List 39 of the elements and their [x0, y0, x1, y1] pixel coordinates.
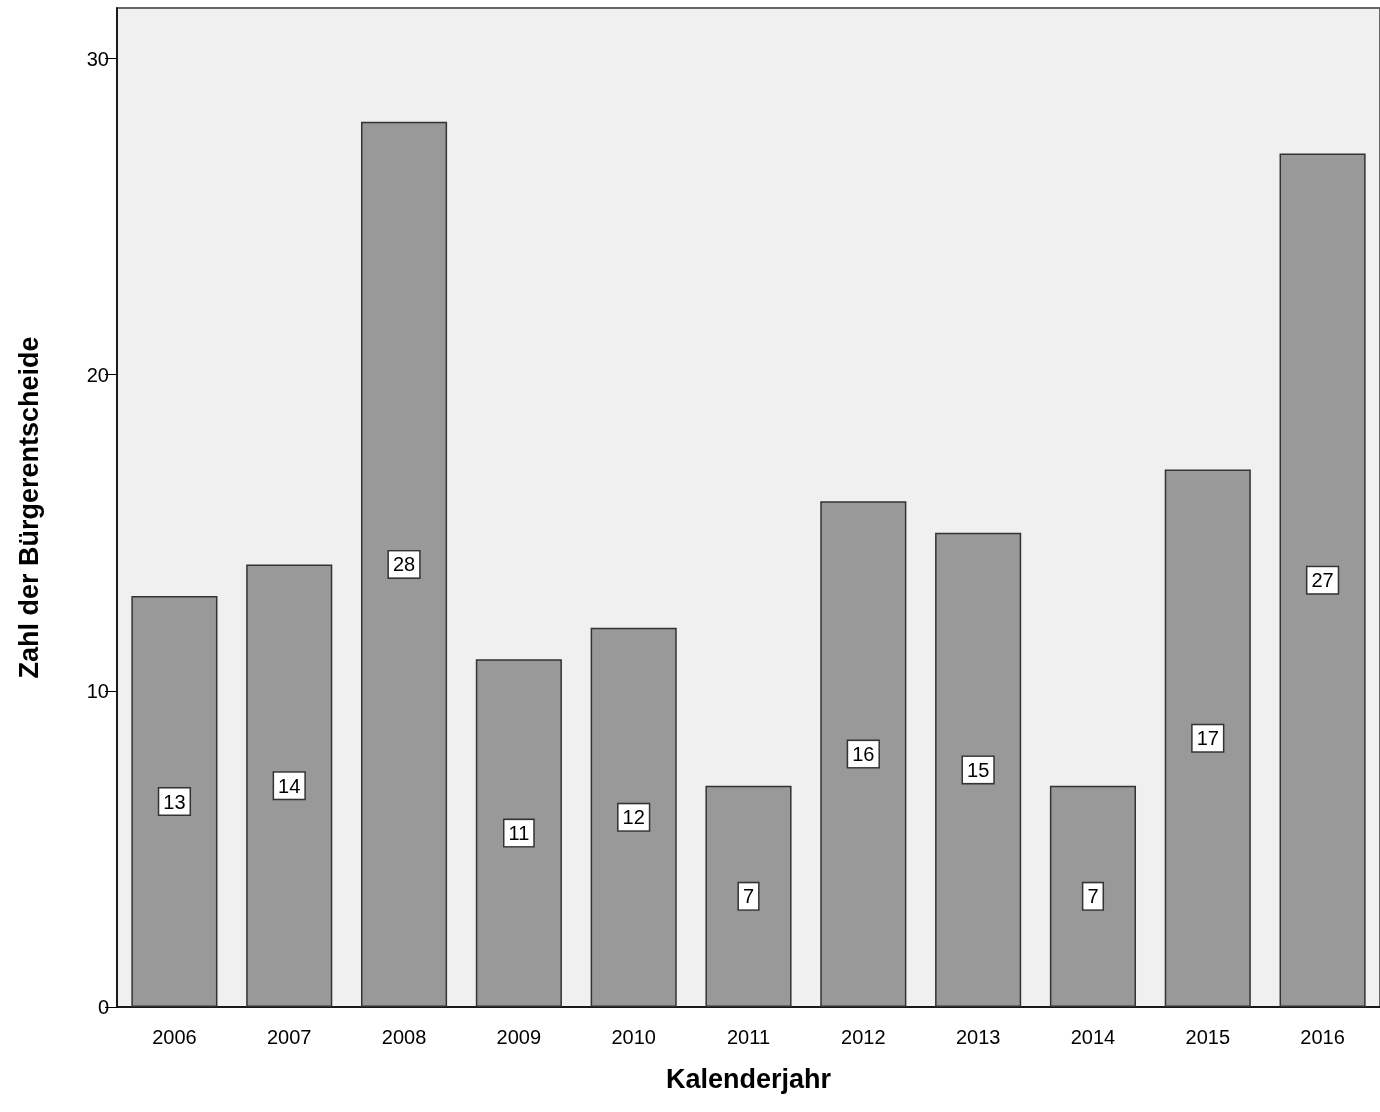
x-tick-label: 2016: [1300, 1026, 1345, 1048]
data-label: 7: [1087, 885, 1099, 908]
bar: [131, 596, 218, 1007]
x-tick-label: 2015: [1185, 1026, 1231, 1048]
data-label: 7: [742, 885, 755, 908]
x-tick-label: 2008: [381, 1026, 427, 1048]
y-axis-title: Zahl der Bürgerentscheide: [13, 336, 44, 679]
data-label: 27: [1311, 569, 1334, 592]
data-label: 12: [622, 806, 645, 829]
x-tick-label: 2009: [496, 1026, 542, 1048]
x-tick-label: 2014: [1070, 1026, 1116, 1048]
y-tick-label: 0: [97, 996, 109, 1018]
y-tick-label: 20: [86, 363, 109, 386]
data-label: 15: [967, 758, 990, 781]
data-label: 13: [163, 790, 186, 813]
x-tick-label: 2010: [611, 1026, 656, 1048]
bar: [1049, 785, 1137, 1007]
bar: [475, 659, 562, 1007]
bar: [820, 501, 907, 1007]
bar: [935, 532, 1022, 1007]
bar: [705, 785, 792, 1007]
data-label: 16: [852, 743, 875, 766]
x-tick-label: 2012: [841, 1026, 886, 1048]
bar: [246, 564, 333, 1007]
data-label: 28: [392, 553, 416, 576]
x-tick-label: 2007: [266, 1026, 312, 1048]
y-tick-label: 10: [86, 679, 109, 702]
bar: [360, 121, 448, 1007]
bar: [1164, 469, 1251, 1007]
data-label: 17: [1196, 727, 1219, 750]
bar: [1279, 153, 1366, 1007]
x-axis-title: Kalenderjahr: [665, 1063, 832, 1094]
x-tick-label: 2013: [955, 1026, 1001, 1048]
bar: [590, 627, 677, 1007]
y-tick-label: 30: [86, 47, 109, 70]
x-tick-label: 2006: [152, 1026, 197, 1048]
x-tick-label: 2011: [726, 1026, 771, 1048]
data-label: 11: [508, 822, 530, 845]
data-label: 14: [278, 774, 301, 797]
